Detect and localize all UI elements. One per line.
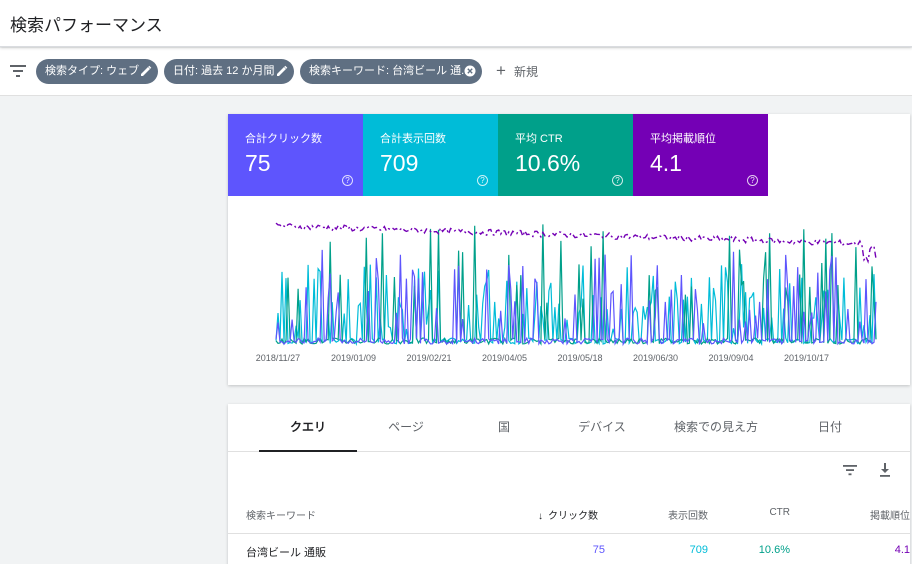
x-tick-label: 2019/10/17 — [784, 353, 829, 363]
metric-label: 平均掲載順位 — [650, 133, 716, 145]
sort-arrow-icon: ↓ — [538, 511, 543, 522]
table-row[interactable]: 台湾ビール 通販 75 709 10.6% 4.1 — [228, 535, 910, 564]
help-icon[interactable]: ? — [747, 175, 758, 186]
download-icon[interactable] — [877, 462, 893, 478]
x-tick-label: 2019/04/05 — [482, 353, 527, 363]
x-tick-label: 2019/01/09 — [331, 353, 376, 363]
column-header-position[interactable]: 掲載順位 — [870, 511, 910, 522]
chip-label: 日付: 過去 12 か月間 — [173, 65, 275, 77]
edit-icon[interactable] — [140, 65, 152, 77]
top-bar: 検索パフォーマンス — [0, 0, 912, 47]
edit-icon[interactable] — [276, 65, 288, 77]
filter-rows-icon[interactable] — [842, 462, 858, 478]
cell-position: 4.1 — [894, 544, 910, 556]
filter-chip-search-type[interactable]: 検索タイプ: ウェブ — [36, 59, 158, 84]
chip-label: 検索タイプ: ウェブ — [45, 65, 140, 77]
metric-label: 合計クリック数 — [245, 133, 322, 145]
cell-clicks: 75 — [592, 544, 605, 556]
dimension-tabs: クエリ ページ 国 デバイス 検索での見え方 日付 — [228, 404, 910, 452]
page-title: 検索パフォーマンス — [10, 16, 163, 35]
position-series-line — [275, 222, 877, 264]
filter-icon[interactable] — [10, 64, 26, 78]
x-tick-label: 2018/11/27 — [256, 353, 300, 363]
performance-card: 合計クリック数 75 ? 合計表示回数 709 ? 平均 CTR 10.6% ?… — [228, 114, 910, 385]
tab-search-appearance[interactable]: 検索での見え方 — [673, 420, 758, 434]
column-header-query[interactable]: 検索キーワード — [246, 511, 316, 522]
x-tick-label: 2019/02/21 — [406, 353, 451, 363]
tab-pages[interactable]: ページ — [388, 420, 424, 434]
metric-average-position[interactable]: 平均掲載順位 4.1 ? — [633, 114, 768, 196]
metric-value: 709 — [380, 150, 419, 176]
cell-impressions: 709 — [689, 544, 708, 556]
tab-queries[interactable]: クエリ — [259, 404, 357, 452]
chip-label: 検索キーワード: 台湾ビール 通... — [309, 65, 471, 77]
filter-chip-query[interactable]: 検索キーワード: 台湾ビール 通... — [300, 59, 482, 84]
help-icon[interactable]: ? — [342, 175, 353, 186]
column-header-clicks[interactable]: ↓ クリック数 — [538, 507, 598, 522]
column-header-clicks-label: クリック数 — [548, 511, 598, 522]
add-filter-label: 新規 — [513, 65, 538, 79]
cell-ctr: 10.6% — [758, 544, 790, 556]
filter-bar: 検索タイプ: ウェブ 日付: 過去 12 か月間 検索キーワード: 台湾ビール … — [0, 48, 912, 96]
metric-average-ctr[interactable]: 平均 CTR 10.6% ? — [498, 114, 633, 196]
metric-value: 75 — [245, 150, 271, 176]
column-header-impressions[interactable]: 表示回数 — [668, 511, 708, 522]
metric-total-impressions[interactable]: 合計表示回数 709 ? — [363, 114, 498, 196]
tab-devices[interactable]: デバイス — [578, 420, 626, 434]
metric-value: 10.6% — [515, 150, 581, 176]
column-header-ctr[interactable]: CTR — [769, 507, 790, 518]
clear-icon[interactable] — [464, 65, 476, 77]
tab-dates[interactable]: 日付 — [817, 420, 842, 434]
tab-countries[interactable]: 国 — [497, 420, 510, 434]
help-icon[interactable]: ? — [477, 175, 488, 186]
x-tick-label: 2019/09/04 — [708, 353, 753, 363]
x-tick-label: 2019/05/18 — [557, 353, 602, 363]
table-header: 検索キーワード ↓ クリック数 表示回数 CTR 掲載順位 — [228, 492, 910, 534]
clicks-series-line — [275, 249, 877, 347]
metric-label: 平均 CTR — [515, 133, 563, 145]
metric-label: 合計表示回数 — [380, 133, 446, 145]
help-icon[interactable]: ? — [612, 175, 623, 186]
x-tick-label: 2019/06/30 — [633, 353, 678, 363]
performance-chart[interactable]: 2018/11/27 2019/01/09 2019/02/21 2019/04/05… — [228, 196, 910, 385]
table-card: クエリ ページ 国 デバイス 検索での見え方 日付 検索キーワード ↓ クリック数… — [228, 404, 910, 564]
plus-icon: + — [496, 61, 506, 80]
filter-chip-date[interactable]: 日付: 過去 12 か月間 — [164, 59, 294, 84]
metric-total-clicks[interactable]: 合計クリック数 75 ? — [228, 114, 363, 196]
cell-query: 台湾ビール 通販 — [246, 547, 327, 559]
metric-value: 4.1 — [650, 150, 682, 176]
add-filter-button[interactable]: + 新規 — [496, 61, 538, 81]
